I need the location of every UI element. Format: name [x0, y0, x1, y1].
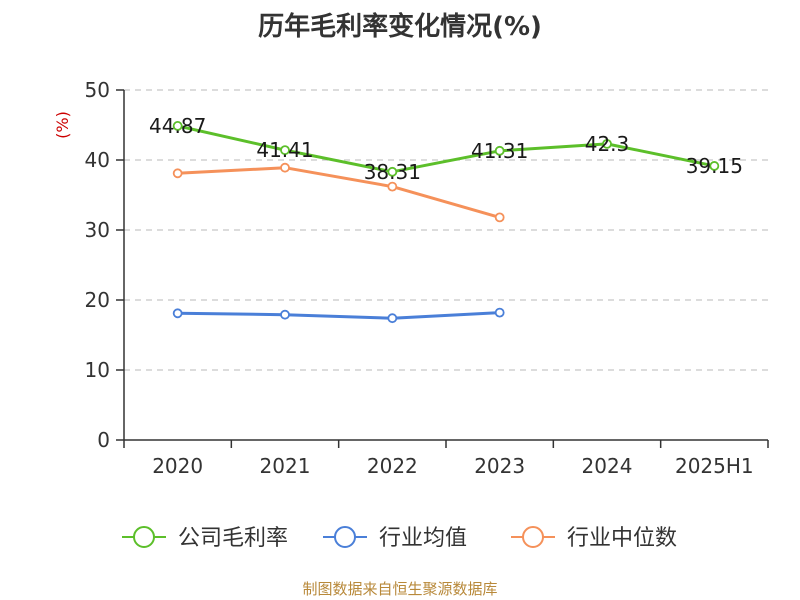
data-point — [387, 313, 398, 324]
data-point — [602, 138, 612, 149]
chart-title: 历年毛利率变化情况(%) — [258, 12, 542, 42]
data-point — [494, 307, 505, 318]
y-tick-label: 20 — [85, 288, 110, 312]
data-point — [709, 161, 720, 171]
data-label: 42.3 — [585, 132, 630, 156]
legend-marker — [133, 526, 155, 548]
legend-label: 行业均值 — [379, 526, 467, 551]
data-point — [387, 166, 398, 177]
x-tick-label: 2020 — [152, 454, 203, 478]
y-tick-label: 30 — [85, 218, 110, 242]
y-tick-label: 10 — [85, 358, 110, 382]
legend: 公司毛利率 行业均值 行业中位数 — [122, 526, 677, 551]
axes: 0 10 20 30 40 50 2020 2021 2022 2023 2024 2025H1 — [85, 78, 769, 478]
data-point — [280, 145, 290, 156]
legend-label: 公司毛利率 — [178, 526, 288, 551]
x-tick-label: 2022 — [367, 454, 418, 478]
legend-item: 行业中位数 — [511, 526, 677, 551]
data-point — [494, 145, 505, 156]
legend-label: 行业中位数 — [567, 526, 677, 551]
legend-item: 行业均值 — [323, 526, 467, 551]
x-tick-label: 2024 — [582, 454, 633, 478]
x-tick-label: 2023 — [474, 454, 525, 478]
data-source-note: 制图数据来自恒生聚源数据库 — [302, 580, 498, 598]
y-tick-label: 50 — [85, 78, 110, 102]
data-point — [387, 181, 398, 192]
legend-marker — [334, 526, 356, 548]
series-line — [177, 311, 500, 320]
data-label: 44.87 — [149, 114, 206, 138]
data-label: 41.31 — [471, 139, 528, 163]
y-tick-label: 0 — [97, 428, 110, 452]
y-tick-label: 40 — [85, 148, 110, 172]
x-tick-label: 2021 — [260, 454, 311, 478]
series: 44.87 41.41 38.31 41.31 42.3 39.15 — [149, 114, 743, 324]
legend-marker — [522, 526, 544, 548]
data-label: 38.31 — [364, 160, 421, 184]
data-point — [280, 309, 290, 320]
x-tick-label: 2025H1 — [675, 454, 754, 478]
data-label: 39.15 — [686, 154, 743, 178]
data-point — [172, 308, 183, 319]
data-label: 41.41 — [256, 138, 313, 162]
series-line — [177, 166, 501, 219]
series-line — [177, 124, 715, 174]
data-point — [172, 168, 183, 179]
data-point — [280, 162, 290, 173]
data-point — [494, 212, 505, 223]
grid-lines — [124, 89, 768, 371]
y-axis-label: (%) — [53, 111, 72, 139]
data-point — [172, 121, 183, 131]
legend-item: 公司毛利率 — [122, 526, 288, 551]
